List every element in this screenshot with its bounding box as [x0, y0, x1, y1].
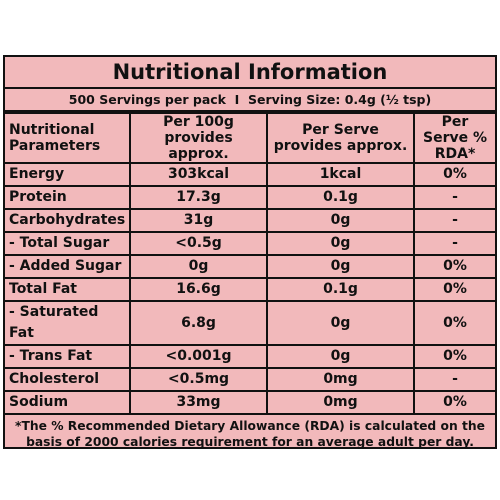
table-row: Protein 17.3g 0.1g -	[5, 185, 495, 210]
title: Nutritional Information	[5, 57, 495, 89]
parameter-cell: Protein	[5, 185, 131, 210]
value-cell: <0.5g	[129, 231, 268, 256]
value-cell: 0%	[413, 277, 495, 302]
nutrition-panel: Nutritional Information 500 Servings per…	[3, 55, 497, 449]
value-cell: 0%	[413, 390, 495, 415]
value-cell: 0g	[266, 208, 415, 233]
value-cell: 0%	[413, 344, 495, 369]
parameter-cell: Cholesterol	[5, 367, 131, 392]
value-cell: 17.3g	[129, 185, 268, 210]
parameter-cell: Total Fat	[5, 277, 131, 302]
value-cell: -	[413, 185, 495, 210]
table-row: Total Fat 16.6g 0.1g 0%	[5, 277, 495, 302]
value-cell: 31g	[129, 208, 268, 233]
value-cell: 0%	[413, 300, 495, 346]
value-cell: 0g	[129, 254, 268, 279]
column-header: Nutritional Parameters	[5, 112, 131, 164]
nutrition-table: Nutritional Parameters Per 100g provides …	[5, 112, 495, 415]
value-cell: -	[413, 208, 495, 233]
value-cell: 0%	[413, 254, 495, 279]
header-row: Nutritional Parameters Per 100g provides …	[5, 112, 495, 164]
table-row: Sodium 33mg 0mg 0%	[5, 390, 495, 415]
table-row: Energy 303kcal 1kcal 0%	[5, 162, 495, 187]
column-header: Per Serve provides approx.	[266, 112, 415, 164]
value-cell: 16.6g	[129, 277, 268, 302]
value-cell: 6.8g	[129, 300, 268, 346]
table-row: Cholesterol <0.5mg 0mg -	[5, 367, 495, 392]
value-cell: 1kcal	[266, 162, 415, 187]
value-cell: <0.5mg	[129, 367, 268, 392]
table-row: - Total Sugar <0.5g 0g -	[5, 231, 495, 256]
parameter-cell: - Added Sugar	[5, 254, 131, 279]
parameter-cell: Energy	[5, 162, 131, 187]
value-cell: 0mg	[266, 367, 415, 392]
subtitle: 500 Servings per pack I Serving Size: 0.…	[5, 89, 495, 112]
value-cell: <0.001g	[129, 344, 268, 369]
value-cell: -	[413, 367, 495, 392]
value-cell: 0g	[266, 254, 415, 279]
table-row: Carbohydrates 31g 0g -	[5, 208, 495, 233]
value-cell: 0.1g	[266, 277, 415, 302]
value-cell: 0mg	[266, 390, 415, 415]
value-cell: 0g	[266, 344, 415, 369]
table-row: - Added Sugar 0g 0g 0%	[5, 254, 495, 279]
column-header: Per Serve % RDA*	[413, 112, 495, 164]
value-cell: 303kcal	[129, 162, 268, 187]
table-body: Energy 303kcal 1kcal 0% Protein 17.3g 0.1g - Car…	[5, 162, 495, 415]
table-row: - Saturated Fat 6.8g 0g 0%	[5, 300, 495, 346]
parameter-cell: - Trans Fat	[5, 344, 131, 369]
parameter-cell: Sodium	[5, 390, 131, 415]
parameter-cell: - Total Sugar	[5, 231, 131, 256]
value-cell: 0g	[266, 300, 415, 346]
parameter-cell: Carbohydrates	[5, 208, 131, 233]
table-row: - Trans Fat <0.001g 0g 0%	[5, 344, 495, 369]
footnote: *The % Recommended Dietary Allowance (RD…	[15, 419, 485, 449]
value-cell: 0%	[413, 162, 495, 187]
value-cell: 0g	[266, 231, 415, 256]
parameter-cell: - Saturated Fat	[5, 300, 131, 346]
value-cell: 33mg	[129, 390, 268, 415]
value-cell: -	[413, 231, 495, 256]
value-cell: 0.1g	[266, 185, 415, 210]
column-header: Per 100g provides approx.	[129, 112, 268, 164]
